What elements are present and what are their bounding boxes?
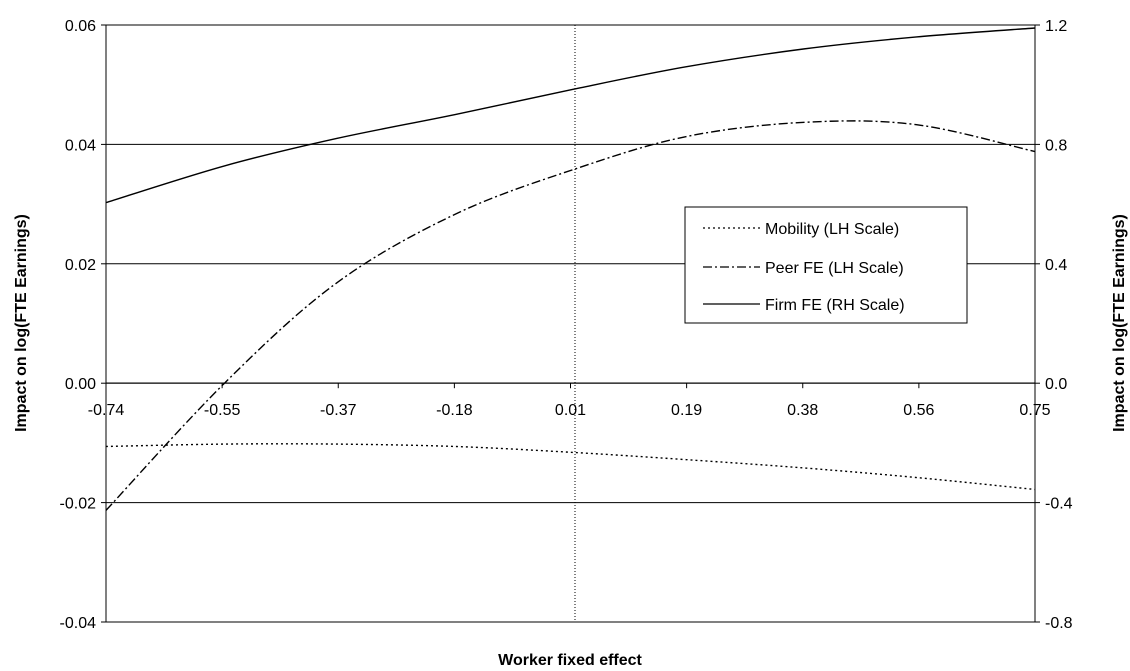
left-y-tick-label: 0.06	[65, 18, 96, 35]
right-y-tick-label: -0.4	[1045, 496, 1073, 513]
right-y-tick-label: 0.8	[1045, 137, 1067, 154]
series-line-peer-fe	[105, 120, 1036, 511]
plot-area-border	[105, 24, 1036, 623]
x-axis-title: Worker fixed effect	[498, 652, 642, 669]
series-line-mobility	[105, 443, 1036, 491]
series-line-firm-fe	[105, 27, 1036, 204]
left-y-tick-label: 0.00	[65, 376, 96, 393]
left-y-tick-label: 0.02	[65, 257, 96, 274]
legend: Mobility (LH Scale) Peer FE (LH Scale) F…	[684, 206, 968, 324]
x-tick-label: 0.19	[671, 402, 702, 419]
x-tick-label: 0.01	[555, 402, 586, 419]
right-y-tick-label: 0.4	[1045, 257, 1067, 274]
ticks-layer: 0.06 0.04 0.02 0.00 -0.02 -0.04 1.2 0.8 0.4 0.0 -0…	[60, 18, 1073, 632]
legend-label-peer-fe: Peer FE (LH Scale)	[765, 260, 904, 277]
series-layer	[105, 27, 1036, 511]
right-y-axis-title: Impact on log(FTE Earnings)	[1111, 214, 1128, 432]
left-y-tick-label: 0.04	[65, 137, 96, 154]
right-y-tick-label: 1.2	[1045, 18, 1067, 35]
legend-label-mobility: Mobility (LH Scale)	[765, 221, 899, 238]
x-tick-label: -0.37	[320, 402, 357, 419]
x-tick-label: -0.55	[204, 402, 241, 419]
left-y-axis-title: Impact on log(FTE Earnings)	[13, 214, 30, 432]
x-tick-label: 0.56	[903, 402, 934, 419]
right-y-tick-label: 0.0	[1045, 376, 1067, 393]
x-tick-label: 0.38	[787, 402, 818, 419]
left-y-tick-label: -0.04	[60, 615, 97, 632]
x-tick-label: -0.74	[88, 402, 125, 419]
legend-label-firm-fe: Firm FE (RH Scale)	[765, 297, 905, 314]
left-y-tick-label: -0.02	[60, 496, 97, 513]
right-y-tick-label: -0.8	[1045, 615, 1073, 632]
x-tick-label: -0.18	[436, 402, 473, 419]
x-tick-label: 0.75	[1019, 402, 1050, 419]
